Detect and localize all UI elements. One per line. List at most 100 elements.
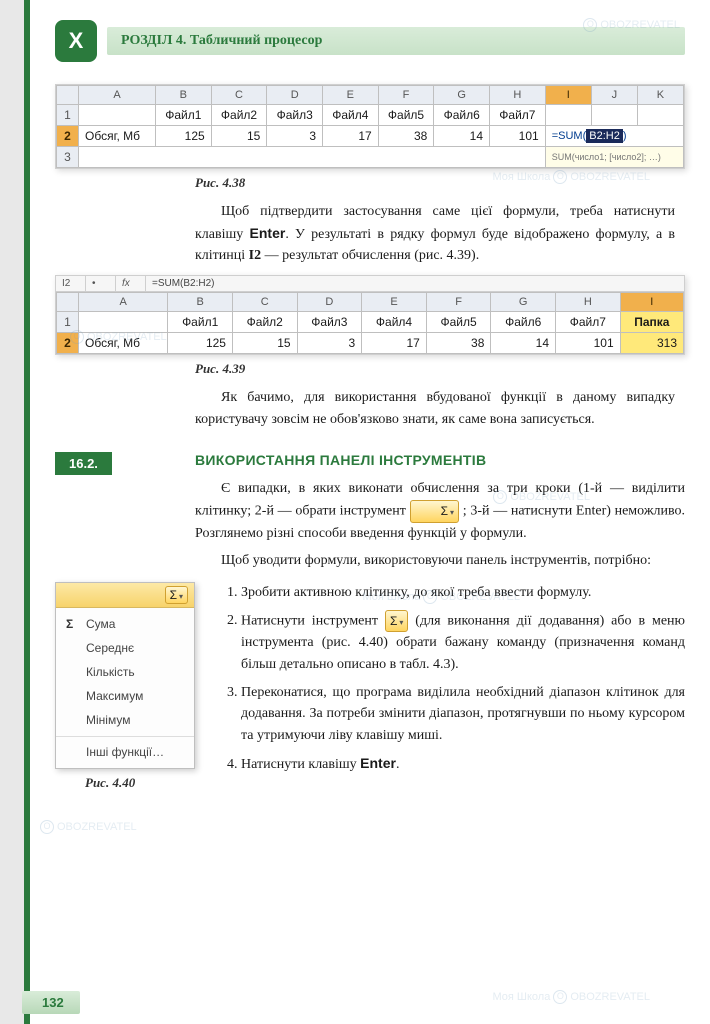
cell: Файл7 bbox=[490, 105, 546, 126]
formula-bar-active-cell: I2 bbox=[56, 276, 86, 291]
section-header: X РОЗДІЛ 4. Табличний процесор bbox=[55, 20, 685, 62]
col-header-corner bbox=[57, 293, 79, 312]
cell: Файл6 bbox=[491, 312, 556, 333]
cell: Обсяг, Мб bbox=[79, 333, 168, 354]
row-header: 3 bbox=[57, 147, 79, 168]
cell bbox=[637, 105, 683, 126]
sigma-button-icon: Σ▾ bbox=[410, 500, 459, 523]
menu-item-min[interactable]: Мінімум bbox=[56, 708, 194, 732]
section-title: ВИКОРИСТАННЯ ПАНЕЛІ ІНСТРУМЕНТІВ bbox=[195, 452, 685, 468]
cell-result: 313 bbox=[620, 333, 683, 354]
figure-caption: Рис. 4.39 bbox=[195, 361, 685, 377]
cell: 125 bbox=[156, 126, 212, 147]
cell: Файл4 bbox=[362, 312, 427, 333]
body-paragraph: Щоб підтвердити застосування саме цієї ф… bbox=[195, 201, 675, 267]
cell: Обсяг, Мб bbox=[79, 126, 156, 147]
cell: 15 bbox=[232, 333, 297, 354]
fx-icon: fx bbox=[116, 276, 146, 291]
cell: 17 bbox=[362, 333, 427, 354]
cell-header-result: Папка bbox=[620, 312, 683, 333]
formula-bar-content: =SUM(B2:H2) bbox=[146, 276, 684, 291]
col-header: B bbox=[156, 86, 212, 105]
figure-caption: Рис. 4.40 bbox=[85, 775, 205, 791]
cell: 38 bbox=[426, 333, 491, 354]
cell: Файл6 bbox=[434, 105, 490, 126]
cell: 3 bbox=[297, 333, 362, 354]
col-header: J bbox=[591, 86, 637, 105]
cell: Файл5 bbox=[378, 105, 434, 126]
spreadsheet-table: A B C D E F G H I J K 1 Файл1 Файл2 Файл… bbox=[56, 85, 684, 168]
cell: Файл1 bbox=[156, 105, 212, 126]
cell: Файл2 bbox=[232, 312, 297, 333]
spreadsheet-fig-439: I2 • fx =SUM(B2:H2) A B C D E F G H I 1 … bbox=[55, 275, 685, 355]
cell: Файл1 bbox=[168, 312, 233, 333]
menu-item-more-functions[interactable]: Інші функції… bbox=[56, 736, 194, 764]
col-header: H bbox=[490, 86, 546, 105]
body-paragraph: Як бачимо, для використання вбудованої ф… bbox=[195, 387, 675, 430]
formula-bar-fx: • bbox=[86, 276, 116, 291]
steps-list: Зробити активною клітинку, до якої треба… bbox=[221, 582, 685, 775]
col-header: K bbox=[637, 86, 683, 105]
menu-item-sum[interactable]: Сума bbox=[56, 612, 194, 636]
col-header: D bbox=[297, 293, 362, 312]
col-header: A bbox=[79, 86, 156, 105]
autosum-menu: Σ▾ Сума Середнє Кількість Максимум Мінім… bbox=[55, 582, 195, 769]
col-header: G bbox=[491, 293, 556, 312]
left-margin-bar bbox=[0, 0, 30, 1024]
formula-bar: I2 • fx =SUM(B2:H2) bbox=[56, 276, 684, 292]
col-header: B bbox=[168, 293, 233, 312]
row-header: 1 bbox=[57, 312, 79, 333]
cell: 15 bbox=[211, 126, 267, 147]
chapter-title: РОЗДІЛ 4. Табличний процесор bbox=[107, 27, 685, 55]
col-header: G bbox=[434, 86, 490, 105]
cell: 101 bbox=[490, 126, 546, 147]
spreadsheet-fig-438: A B C D E F G H I J K 1 Файл1 Файл2 Файл… bbox=[55, 84, 685, 169]
col-header: C bbox=[211, 86, 267, 105]
step-item: Натиснути інструмент Σ▾ (для виконання д… bbox=[241, 610, 685, 676]
formula-cell: =SUM(B2:H2) bbox=[545, 126, 683, 147]
body-paragraph: Щоб уводити формули, використовуючи пане… bbox=[195, 550, 685, 572]
cell: 125 bbox=[168, 333, 233, 354]
cell: Файл3 bbox=[267, 105, 323, 126]
cell: 14 bbox=[491, 333, 556, 354]
figure-caption: Рис. 4.38 bbox=[195, 175, 685, 191]
formula-hint: SUM(число1; [число2]; …) bbox=[545, 147, 683, 168]
row-header: 1 bbox=[57, 105, 79, 126]
cell: Файл4 bbox=[323, 105, 379, 126]
watermark: OOBOZREVATEL bbox=[40, 820, 137, 834]
cell bbox=[591, 105, 637, 126]
cell: 14 bbox=[434, 126, 490, 147]
menu-item-max[interactable]: Максимум bbox=[56, 684, 194, 708]
col-header-highlighted: I bbox=[620, 293, 683, 312]
row-header-highlighted: 2 bbox=[57, 333, 79, 354]
cell bbox=[545, 105, 591, 126]
cell: 101 bbox=[556, 333, 621, 354]
cell: 17 bbox=[323, 126, 379, 147]
cell bbox=[79, 147, 546, 168]
sigma-button-icon: Σ▾ bbox=[385, 610, 408, 633]
col-header: F bbox=[426, 293, 491, 312]
section-number-badge: 16.2. bbox=[55, 452, 112, 475]
cell: Файл2 bbox=[211, 105, 267, 126]
spreadsheet-table: A B C D E F G H I 1 Файл1 Файл2 Файл3 Фа… bbox=[56, 292, 684, 354]
col-header-highlighted: I bbox=[545, 86, 591, 105]
body-paragraph: Є випадки, в яких виконати обчислення за… bbox=[195, 478, 685, 544]
page-number: 132 bbox=[22, 991, 80, 1014]
cell: 3 bbox=[267, 126, 323, 147]
cell: Файл7 bbox=[556, 312, 621, 333]
menu-item-average[interactable]: Середнє bbox=[56, 636, 194, 660]
cell bbox=[79, 105, 156, 126]
col-header: C bbox=[232, 293, 297, 312]
step-item: Натиснути клавішу Enter. bbox=[241, 753, 685, 776]
cell: Файл5 bbox=[426, 312, 491, 333]
col-header: E bbox=[362, 293, 427, 312]
menu-header: Σ▾ bbox=[56, 583, 194, 608]
col-header: E bbox=[323, 86, 379, 105]
cell: Файл3 bbox=[297, 312, 362, 333]
step-item: Зробити активною клітинку, до якої треба… bbox=[241, 582, 685, 604]
sigma-dropdown-button[interactable]: Σ▾ bbox=[165, 586, 188, 604]
row-header-highlighted: 2 bbox=[57, 126, 79, 147]
menu-item-count[interactable]: Кількість bbox=[56, 660, 194, 684]
watermark: Моя Школа OOBOZREVATEL bbox=[492, 990, 650, 1004]
col-header: A bbox=[79, 293, 168, 312]
